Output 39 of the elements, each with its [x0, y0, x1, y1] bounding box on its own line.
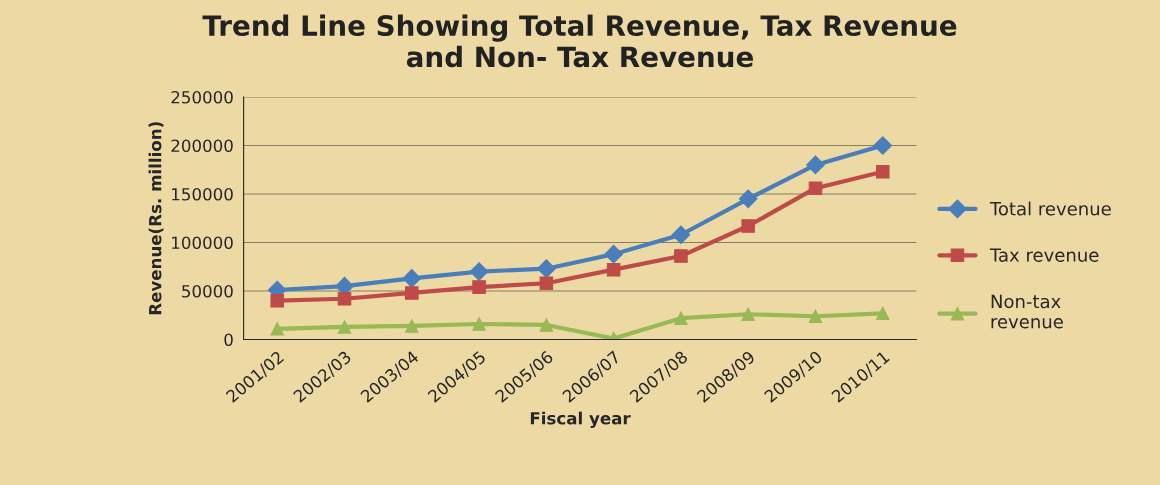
y-tick-label: 250000	[171, 90, 233, 104]
y-tick-label: 150000	[172, 187, 233, 201]
point	[405, 319, 419, 333]
y-tick-label: 0	[224, 333, 233, 347]
point	[674, 249, 688, 263]
legend-label: Non-tax revenue	[991, 294, 1063, 329]
point	[604, 244, 623, 264]
point	[741, 219, 755, 233]
point	[808, 181, 823, 195]
point	[738, 189, 758, 209]
point	[537, 259, 556, 279]
point	[671, 225, 691, 245]
point	[875, 164, 890, 179]
point	[469, 262, 489, 281]
point	[873, 136, 893, 155]
point	[539, 276, 554, 291]
point	[539, 318, 554, 332]
point	[674, 311, 688, 325]
point	[270, 293, 285, 308]
point	[472, 317, 486, 331]
legend-label: Tax revenue	[989, 248, 1099, 262]
y-tick-label: 100000	[172, 236, 233, 250]
point	[606, 262, 621, 277]
point	[402, 269, 422, 288]
y-axis-title: Revenue(Rs. million)	[148, 122, 164, 315]
chart-title: Trend Line Showing Total Revenue, Tax Revenue and Non- Tax Revenue	[202, 14, 957, 68]
x-axis-title: Fiscal year	[530, 411, 631, 428]
point	[337, 291, 352, 306]
point	[405, 286, 419, 300]
point	[472, 280, 486, 294]
legend-label: Total revenue	[989, 201, 1111, 216]
y-tick-label: 200000	[171, 139, 233, 153]
point	[337, 320, 352, 334]
point	[808, 309, 823, 323]
point	[806, 155, 825, 175]
y-tick-label: 50000	[182, 284, 233, 298]
point	[741, 307, 755, 322]
point	[270, 322, 285, 336]
point	[875, 306, 890, 321]
